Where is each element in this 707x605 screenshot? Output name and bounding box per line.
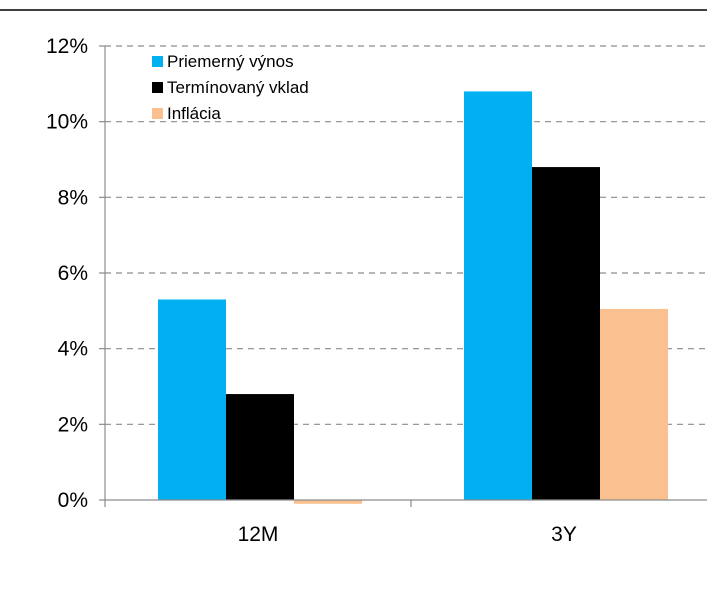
axes <box>99 45 707 507</box>
legend-label: Inflácia <box>167 104 221 123</box>
legend-label: Termínovaný vklad <box>167 78 309 97</box>
y-tick-label: 2% <box>58 413 88 436</box>
y-tick-label: 10% <box>46 111 88 134</box>
y-tick-label: 6% <box>58 262 88 285</box>
bar <box>532 167 600 501</box>
legend-swatch <box>152 108 163 119</box>
bar <box>158 299 226 500</box>
legend-label: Priemerný výnos <box>167 52 294 71</box>
y-tick-label: 0% <box>58 489 88 512</box>
legend: Priemerný výnos Termínovaný vklad Inflácia <box>152 52 309 123</box>
bar <box>294 500 362 504</box>
bar <box>226 394 294 500</box>
bars <box>158 91 668 504</box>
bar <box>464 91 532 501</box>
y-tick-label: 4% <box>58 338 88 361</box>
y-tick-label: 12% <box>46 35 88 58</box>
legend-swatch <box>152 82 163 93</box>
x-tick-label: 3Y <box>551 523 577 546</box>
x-tick-label: 12M <box>238 523 279 546</box>
bar <box>600 308 668 500</box>
legend-swatch <box>152 56 163 67</box>
tick-labels: 0% 2% 4% 6% 8% 10% 12% 12M 3Y <box>46 35 577 546</box>
y-tick-label: 8% <box>58 186 88 209</box>
